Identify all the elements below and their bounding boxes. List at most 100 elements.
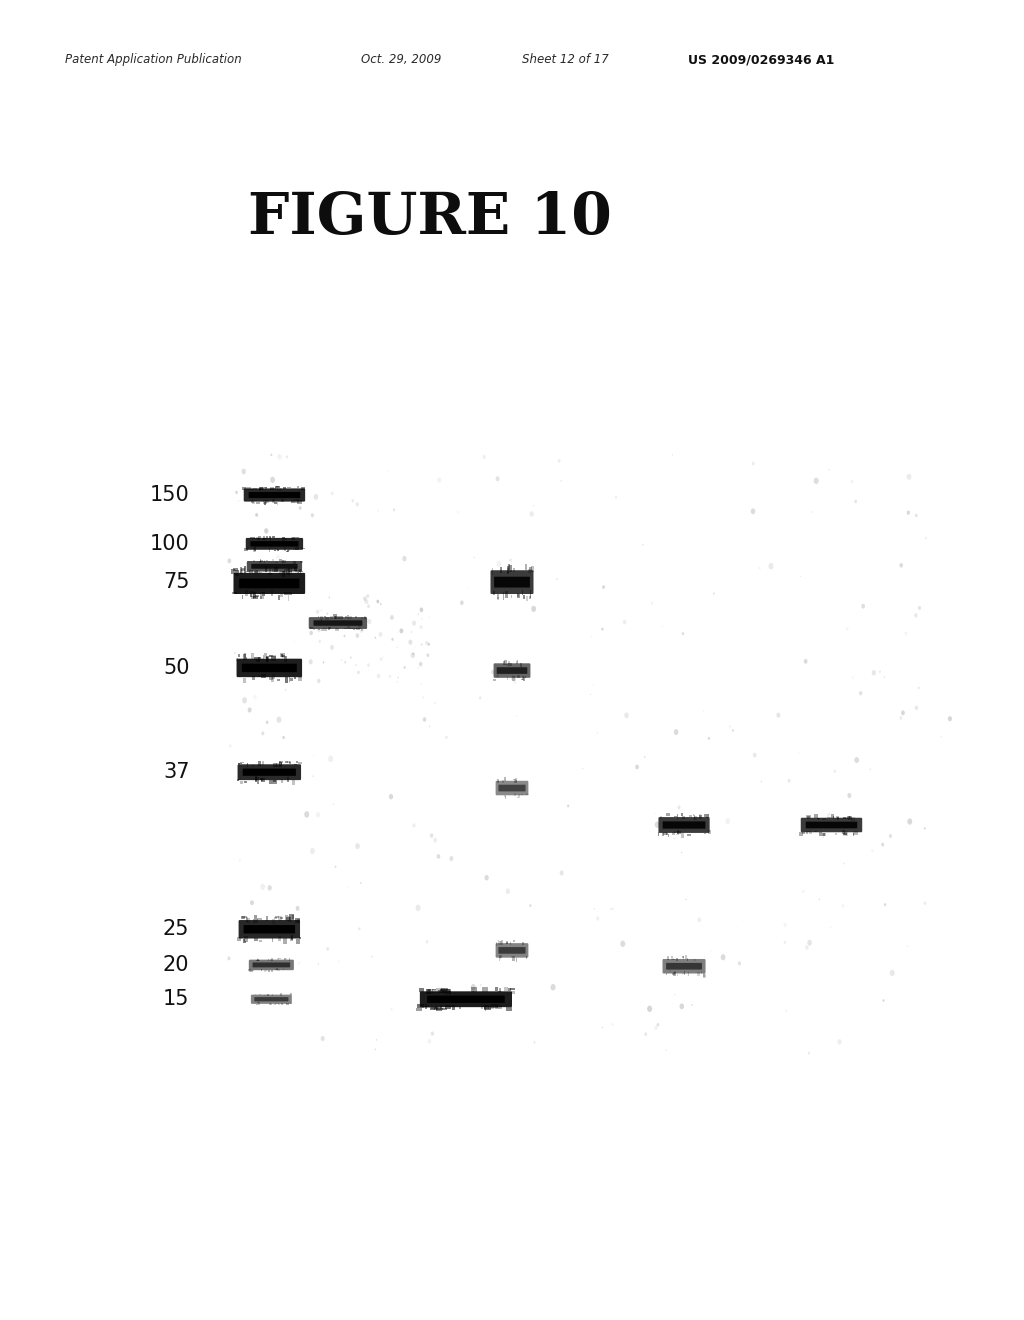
Bar xyxy=(286,1003,289,1005)
Circle shape xyxy=(380,603,382,605)
Circle shape xyxy=(516,715,517,717)
Bar xyxy=(522,595,524,599)
Bar xyxy=(708,830,711,834)
Bar xyxy=(245,780,247,783)
Bar xyxy=(844,833,847,836)
Bar xyxy=(247,917,250,924)
Bar xyxy=(676,834,679,836)
Bar xyxy=(843,817,847,820)
Bar xyxy=(284,569,289,572)
Circle shape xyxy=(482,455,485,459)
Circle shape xyxy=(413,824,416,828)
Circle shape xyxy=(264,528,268,533)
Bar xyxy=(819,832,822,837)
Circle shape xyxy=(391,1008,392,1011)
Bar xyxy=(522,676,523,680)
Bar xyxy=(258,537,260,540)
Circle shape xyxy=(239,859,241,862)
Circle shape xyxy=(611,908,613,909)
Bar xyxy=(259,561,261,564)
Bar xyxy=(232,591,238,594)
Bar xyxy=(496,942,497,946)
Circle shape xyxy=(674,830,676,834)
Circle shape xyxy=(656,1023,659,1027)
Bar xyxy=(516,958,517,962)
Bar xyxy=(500,941,502,944)
Circle shape xyxy=(399,628,403,634)
Circle shape xyxy=(497,561,502,568)
Bar xyxy=(310,627,313,628)
Circle shape xyxy=(854,499,857,503)
Bar xyxy=(497,594,499,599)
Bar xyxy=(513,568,515,572)
Circle shape xyxy=(738,961,741,965)
Bar xyxy=(527,793,528,796)
Bar xyxy=(497,597,499,601)
Circle shape xyxy=(948,717,952,721)
Bar xyxy=(684,970,685,975)
Bar xyxy=(269,780,273,784)
Circle shape xyxy=(445,735,447,739)
Bar xyxy=(666,813,670,817)
Circle shape xyxy=(621,941,626,946)
Bar xyxy=(276,678,281,681)
Bar xyxy=(492,1005,499,1008)
Bar xyxy=(426,989,431,994)
Bar xyxy=(272,499,274,502)
Bar xyxy=(280,917,283,919)
Bar xyxy=(521,678,522,680)
Bar xyxy=(299,677,302,678)
Bar xyxy=(288,568,290,572)
Circle shape xyxy=(822,837,824,838)
Circle shape xyxy=(425,640,428,645)
Circle shape xyxy=(666,1049,667,1051)
Bar xyxy=(699,814,700,818)
Bar xyxy=(246,487,251,490)
Bar xyxy=(244,941,246,942)
FancyBboxPatch shape xyxy=(242,664,297,672)
Bar xyxy=(678,830,681,834)
Bar xyxy=(673,958,676,961)
Bar xyxy=(281,763,283,764)
Circle shape xyxy=(611,1023,613,1026)
Bar xyxy=(830,814,835,818)
Circle shape xyxy=(418,612,419,615)
Circle shape xyxy=(708,737,710,739)
FancyBboxPatch shape xyxy=(420,991,512,1007)
Circle shape xyxy=(331,491,334,495)
Bar xyxy=(260,487,264,490)
Bar xyxy=(285,760,288,763)
Bar xyxy=(853,832,858,834)
Bar xyxy=(444,991,451,993)
Bar xyxy=(355,615,357,618)
Circle shape xyxy=(413,652,415,655)
Circle shape xyxy=(357,671,359,675)
Circle shape xyxy=(783,941,785,944)
Bar xyxy=(813,813,818,818)
Bar xyxy=(297,919,300,921)
Bar xyxy=(252,502,255,504)
Bar xyxy=(703,974,706,978)
FancyBboxPatch shape xyxy=(663,958,706,974)
Circle shape xyxy=(529,511,534,516)
Bar xyxy=(292,500,295,503)
Circle shape xyxy=(328,755,333,762)
Bar xyxy=(325,616,329,619)
Circle shape xyxy=(431,1031,434,1036)
Bar xyxy=(271,919,274,924)
Bar xyxy=(294,566,297,570)
Bar xyxy=(281,594,283,597)
Circle shape xyxy=(420,607,423,612)
Bar xyxy=(666,833,668,836)
Bar xyxy=(663,833,664,836)
Circle shape xyxy=(861,603,865,609)
Circle shape xyxy=(296,906,299,911)
Bar xyxy=(853,833,854,836)
Bar xyxy=(282,536,285,539)
Circle shape xyxy=(479,696,481,700)
Bar xyxy=(249,570,253,573)
Bar xyxy=(300,561,303,562)
Circle shape xyxy=(884,903,887,907)
Circle shape xyxy=(267,886,271,891)
Bar xyxy=(258,1002,259,1005)
